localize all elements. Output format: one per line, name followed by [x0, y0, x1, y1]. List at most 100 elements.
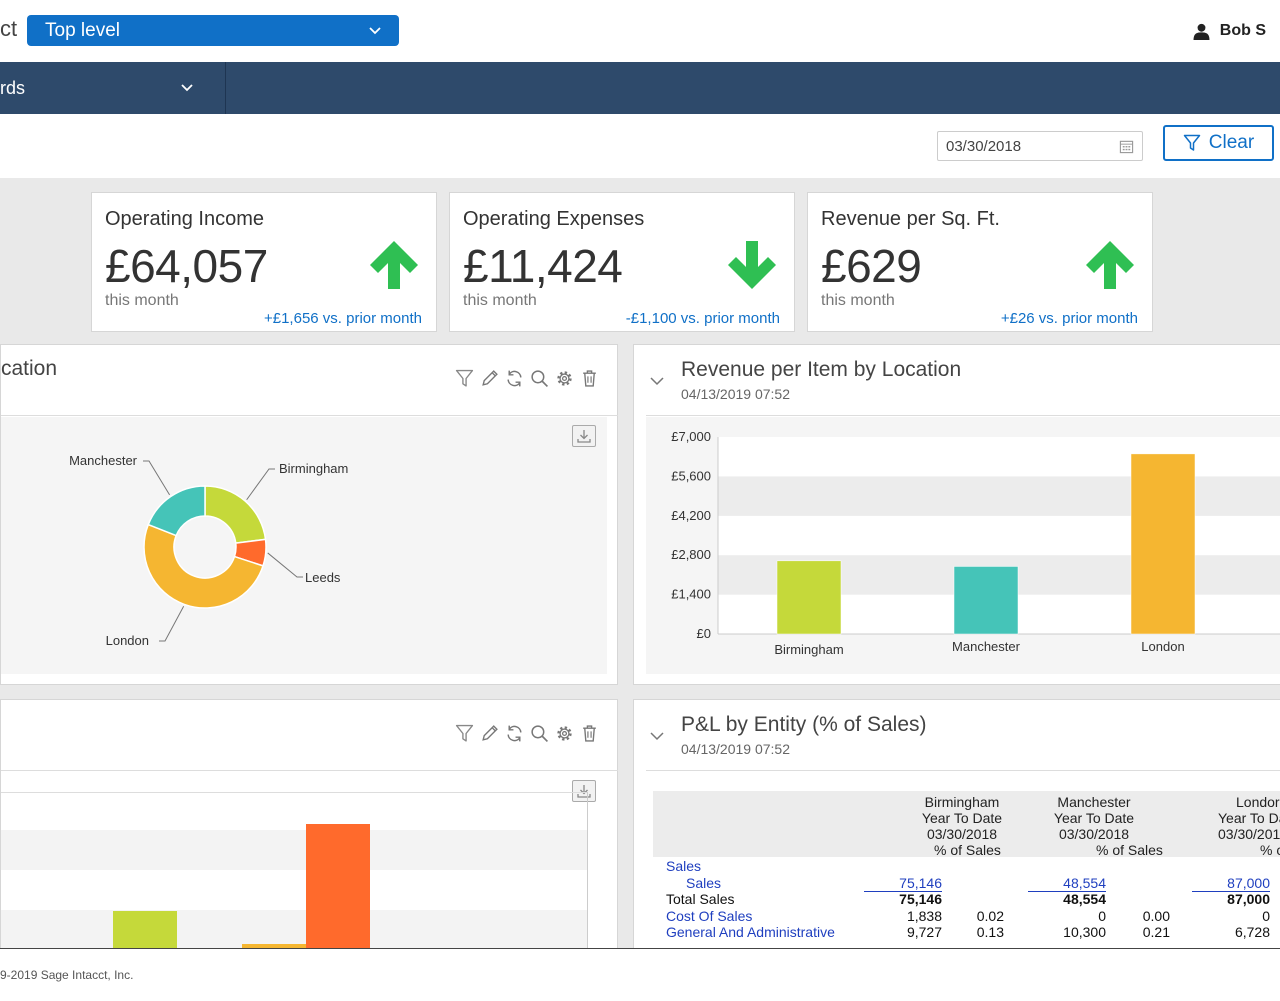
download-button[interactable]: [572, 425, 596, 447]
kpi-value: £64,057: [105, 240, 268, 292]
pencil-icon[interactable]: [480, 369, 499, 388]
arrow-up-icon: [1086, 241, 1134, 289]
kpi-title: Revenue per Sq. Ft.: [821, 208, 1000, 230]
slice-label: Birmingham: [279, 461, 348, 476]
cell-value: 0: [1262, 907, 1270, 924]
download-icon: [577, 785, 591, 798]
slice-label: Leeds: [305, 570, 341, 585]
calendar-icon[interactable]: [1119, 139, 1134, 154]
kpi-change: +£26 vs. prior month: [1000, 310, 1138, 327]
divider: [646, 770, 1280, 771]
cell-pct: 0.21: [1142, 924, 1170, 940]
entity-name: Birmingham: [924, 794, 1000, 810]
kpi-card-operating-income[interactable]: Operating Income £64,057 this month +£1,…: [91, 192, 437, 332]
row-label-link[interactable]: Sales: [686, 874, 722, 891]
kpi-card-revenue-per-sq-ft[interactable]: Revenue per Sq. Ft. £629 this month +£26…: [807, 192, 1153, 332]
table-row: Sales: [666, 858, 1280, 875]
copyright: 9-2019 Sage Intacct, Inc.: [0, 968, 134, 982]
cell-pct: 0.13: [976, 924, 1004, 940]
divider: [1, 770, 618, 771]
axis-line: [587, 792, 588, 952]
arrow-down-icon: [728, 241, 776, 289]
clear-filters-button[interactable]: Clear: [1163, 125, 1274, 161]
row-label-link[interactable]: General And Administrative: [666, 924, 835, 940]
y-tick-label: £1,400: [671, 587, 711, 602]
refresh-icon[interactable]: [505, 369, 524, 388]
table-row: Cost Of Sales 1,838 0.02 0 0.00 0: [666, 908, 1280, 925]
search-icon[interactable]: [530, 369, 549, 388]
bar: [306, 824, 370, 952]
chart-area: [1, 780, 607, 952]
y-tick-label: £0: [697, 626, 711, 641]
cell-pct: 0.02: [976, 907, 1004, 924]
grid-band: [1, 830, 587, 870]
period-label: Year To Date: [1053, 810, 1135, 826]
filter-icon[interactable]: [455, 369, 474, 388]
cell-value-link[interactable]: 87,000: [1192, 875, 1270, 892]
chart-area: £0 £1,400 £2,800 £4,200 £5,600 £7,000 Birmingh…: [646, 417, 1280, 674]
trash-icon[interactable]: [580, 369, 599, 388]
column-header: Birmingham Year To Date 03/30/2018: [892, 794, 1032, 842]
chart-area: Birmingham Leeds London Manchester: [1, 417, 607, 674]
user-menu[interactable]: Bob S: [1193, 22, 1266, 40]
bar-london[interactable]: [1130, 453, 1196, 635]
donut-slice-london[interactable]: [143, 523, 264, 609]
dashboards-label: rds: [0, 77, 26, 98]
x-tick-label: Birmingham: [774, 642, 843, 657]
donut-slice-birmingham[interactable]: [204, 485, 267, 544]
x-tick-label: Manchester: [952, 639, 1021, 654]
nav-bar: [0, 62, 1280, 114]
pct-header: % of Sales: [1096, 842, 1163, 858]
grid-band: [1, 910, 587, 950]
cell-value-link[interactable]: 48,554: [1028, 875, 1106, 892]
bar-birmingham[interactable]: [776, 560, 842, 635]
cell-value: 48,554: [1063, 891, 1106, 907]
cell-value: 10,300: [1063, 924, 1106, 940]
download-icon: [577, 430, 591, 443]
gridline: [1, 792, 587, 793]
download-button[interactable]: [572, 780, 596, 802]
panel-title: P&L by Entity (% of Sales): [681, 713, 927, 736]
trash-icon[interactable]: [580, 724, 599, 743]
slice-label: Manchester: [69, 453, 138, 468]
cell-value: 1,838: [906, 907, 942, 924]
brand-name: ct: [0, 16, 18, 41]
cell-value-link[interactable]: 75,146: [864, 875, 942, 892]
pencil-icon[interactable]: [480, 724, 499, 743]
refresh-icon[interactable]: [505, 724, 524, 743]
kpi-card-operating-expenses[interactable]: Operating Expenses £11,424 this month -£…: [449, 192, 795, 332]
cell-value: 6,728: [1234, 924, 1270, 940]
divider: [646, 415, 1280, 416]
chevron-down-icon: [181, 84, 193, 92]
gear-icon[interactable]: [555, 369, 574, 388]
cell-value: 87,000: [1227, 891, 1270, 907]
kpi-subtitle: this month: [105, 292, 179, 309]
cell-value: 75,146: [899, 891, 942, 907]
grid-band: [718, 437, 1280, 477]
bar-manchester[interactable]: [953, 566, 1019, 635]
search-icon[interactable]: [530, 724, 549, 743]
panel-toolbar: [455, 369, 599, 388]
x-tick-label: London: [1141, 639, 1184, 654]
gear-icon[interactable]: [555, 724, 574, 743]
dashboards-dropdown[interactable]: rds: [0, 62, 226, 114]
y-tick-label: £4,200: [671, 508, 711, 523]
chevron-down-icon[interactable]: [650, 377, 664, 386]
chevron-down-icon: [369, 26, 381, 34]
as-of-date-field[interactable]: 03/30/2018: [937, 131, 1143, 161]
entity-level-select[interactable]: Top level: [27, 15, 399, 46]
row-label-link[interactable]: Sales: [666, 858, 702, 874]
donut-slice-manchester[interactable]: [147, 485, 206, 537]
row-label-link[interactable]: Cost Of Sales: [666, 907, 753, 924]
cell-value: 9,727: [906, 924, 942, 940]
panel-toolbar: [455, 724, 599, 743]
filter-icon[interactable]: [455, 724, 474, 743]
divider: [1, 415, 618, 416]
chevron-down-icon[interactable]: [650, 732, 664, 741]
pct-header: % of Sales: [934, 842, 1001, 858]
grid-band: [718, 515, 1280, 556]
panel-title: Revenue per Item by Location: [681, 358, 962, 381]
label-connector: [267, 552, 303, 578]
pl-table-body: Sales Sales 75,146 48,554 87,000 Total S…: [666, 858, 1280, 941]
donut-chart: Birmingham Leeds London Manchester: [69, 453, 348, 648]
